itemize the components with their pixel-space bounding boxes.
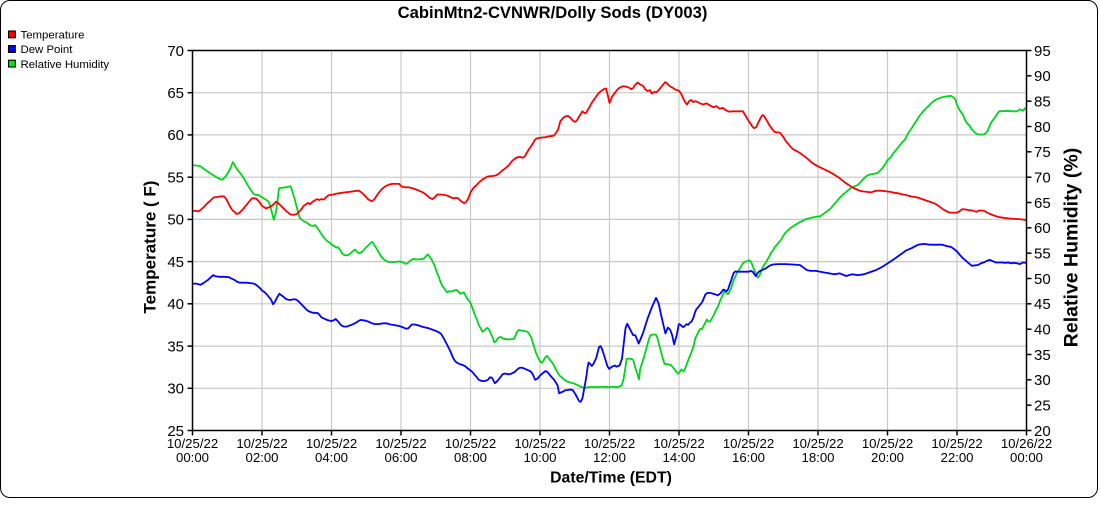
- svg-text:50: 50: [167, 212, 184, 229]
- svg-text:10/25/22: 10/25/22: [584, 436, 635, 451]
- svg-text:65: 65: [167, 85, 184, 102]
- svg-text:70: 70: [1034, 170, 1051, 187]
- svg-text:55: 55: [1034, 246, 1051, 263]
- svg-text:16:00: 16:00: [732, 450, 765, 465]
- svg-text:25: 25: [167, 423, 184, 440]
- svg-text:08:00: 08:00: [454, 450, 487, 465]
- svg-text:Temperature: Temperature: [21, 30, 85, 42]
- svg-text:55: 55: [167, 170, 184, 187]
- svg-text:10/25/22: 10/25/22: [167, 436, 218, 451]
- svg-text:10/25/22: 10/25/22: [792, 436, 843, 451]
- svg-text:30: 30: [167, 381, 184, 398]
- svg-text:Temperature ( F): Temperature ( F): [141, 181, 160, 314]
- svg-text:65: 65: [1034, 195, 1051, 212]
- svg-text:75: 75: [1034, 144, 1051, 161]
- svg-text:00:00: 00:00: [176, 450, 209, 465]
- svg-text:02:00: 02:00: [245, 450, 278, 465]
- svg-text:45: 45: [167, 254, 184, 271]
- svg-text:45: 45: [1034, 296, 1051, 313]
- svg-text:20:00: 20:00: [871, 450, 904, 465]
- svg-text:14:00: 14:00: [662, 450, 695, 465]
- svg-text:10/25/22: 10/25/22: [862, 436, 913, 451]
- svg-text:18:00: 18:00: [801, 450, 834, 465]
- svg-text:35: 35: [1034, 347, 1051, 364]
- svg-text:06:00: 06:00: [384, 450, 417, 465]
- svg-text:70: 70: [167, 43, 184, 60]
- svg-text:30: 30: [1034, 372, 1051, 389]
- svg-text:10/25/22: 10/25/22: [514, 436, 565, 451]
- svg-text:12:00: 12:00: [593, 450, 626, 465]
- svg-text:10/25/22: 10/25/22: [236, 436, 287, 451]
- svg-text:04:00: 04:00: [315, 450, 348, 465]
- svg-text:60: 60: [167, 127, 184, 144]
- svg-text:Relative Humidity: Relative Humidity: [21, 59, 110, 71]
- svg-text:60: 60: [1034, 220, 1051, 237]
- svg-text:35: 35: [167, 338, 184, 355]
- svg-text:40: 40: [167, 296, 184, 313]
- svg-text:85: 85: [1034, 94, 1051, 111]
- svg-text:10/25/22: 10/25/22: [931, 436, 982, 451]
- svg-text:90: 90: [1034, 68, 1051, 85]
- svg-text:10/25/22: 10/25/22: [653, 436, 704, 451]
- svg-text:CabinMtn2-CVNWR/Dolly Sods (DY: CabinMtn2-CVNWR/Dolly Sods (DY003): [398, 3, 708, 22]
- svg-text:10/25/22: 10/25/22: [445, 436, 496, 451]
- svg-text:10/25/22: 10/25/22: [306, 436, 357, 451]
- svg-text:10/25/22: 10/25/22: [723, 436, 774, 451]
- svg-text:Relative Humidity (%): Relative Humidity (%): [1061, 148, 1083, 347]
- svg-text:10/25/22: 10/25/22: [375, 436, 426, 451]
- svg-text:00:00: 00:00: [1010, 450, 1043, 465]
- svg-text:95: 95: [1034, 43, 1051, 60]
- svg-text:40: 40: [1034, 322, 1051, 339]
- svg-text:10:00: 10:00: [523, 450, 556, 465]
- svg-text:10/26/22: 10/26/22: [1001, 436, 1052, 451]
- svg-text:Date/Time (EDT): Date/Time (EDT): [550, 470, 672, 487]
- svg-text:50: 50: [1034, 271, 1051, 288]
- svg-text:80: 80: [1034, 119, 1051, 136]
- svg-text:25: 25: [1034, 398, 1051, 415]
- svg-text:Dew Point: Dew Point: [21, 44, 74, 56]
- svg-text:20: 20: [1034, 423, 1051, 440]
- svg-text:22:00: 22:00: [940, 450, 973, 465]
